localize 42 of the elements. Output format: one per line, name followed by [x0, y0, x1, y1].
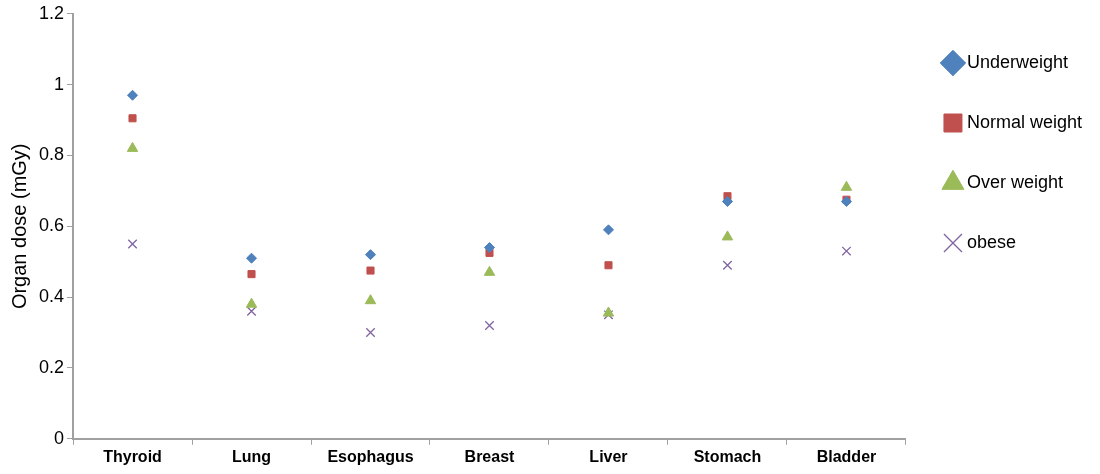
point [484, 320, 495, 331]
point [247, 270, 256, 279]
point [483, 242, 495, 254]
x-tick-label: Stomach [693, 447, 762, 465]
point [365, 249, 376, 261]
point [721, 230, 734, 241]
y-tick-label: 1 [54, 73, 65, 94]
point [721, 196, 733, 208]
y-tick-label: 0.2 [38, 356, 65, 377]
point [126, 141, 139, 152]
point [840, 180, 853, 191]
point [840, 196, 852, 208]
legend-label: Over weight [966, 171, 1064, 192]
point [366, 266, 375, 275]
y-tick-label: 0.4 [38, 286, 65, 307]
y-axis-title: Organ dose (mGy) [7, 143, 30, 310]
y-tick-label: 0.8 [38, 144, 65, 165]
point [604, 261, 613, 270]
point [602, 224, 614, 236]
point [841, 246, 852, 256]
point [127, 239, 138, 249]
point [246, 252, 258, 264]
point [722, 260, 733, 271]
x-tick-label: Esophagus [327, 447, 414, 465]
y-tick-label: 1.2 [38, 2, 65, 23]
point [365, 327, 376, 338]
legend-label: Underweight [966, 51, 1069, 72]
point [245, 297, 258, 308]
point [127, 89, 139, 101]
y-tick-label: 0.6 [38, 215, 65, 236]
x-tick-label: Bladder [816, 447, 877, 465]
x-tick-label: Liver [589, 447, 628, 465]
x-tick-label: Breast [464, 447, 516, 465]
point [483, 265, 496, 276]
point [246, 306, 257, 317]
legend-label: Normal weight [966, 111, 1083, 132]
point [364, 294, 377, 305]
x-tick-label: Thyroid [103, 447, 162, 465]
y-tick-label: 0 [54, 427, 65, 448]
x-tick-label: Lung [231, 447, 272, 465]
legend-label: obese [966, 231, 1017, 252]
point [128, 114, 137, 123]
